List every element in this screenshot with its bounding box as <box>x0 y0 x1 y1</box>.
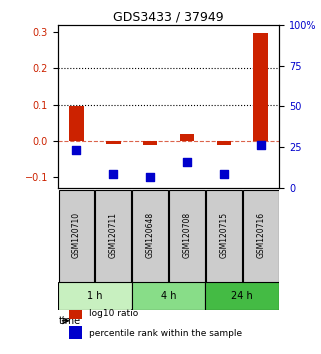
FancyBboxPatch shape <box>169 190 205 281</box>
Text: 4 h: 4 h <box>161 291 176 301</box>
Text: GSM120716: GSM120716 <box>256 212 265 258</box>
Point <box>184 159 189 165</box>
Bar <box>143 141 157 145</box>
Text: log10 ratio: log10 ratio <box>89 309 138 318</box>
FancyBboxPatch shape <box>132 282 205 309</box>
Text: GSM120648: GSM120648 <box>145 212 155 258</box>
Bar <box>253 33 268 141</box>
FancyBboxPatch shape <box>95 190 131 281</box>
Text: time: time <box>58 316 81 326</box>
Point <box>258 142 263 148</box>
Text: GSM120715: GSM120715 <box>219 212 229 258</box>
Bar <box>216 141 231 145</box>
FancyBboxPatch shape <box>243 190 279 281</box>
Text: GSM120710: GSM120710 <box>72 212 81 258</box>
Title: GDS3433 / 37949: GDS3433 / 37949 <box>113 11 224 24</box>
FancyBboxPatch shape <box>206 190 242 281</box>
Point <box>110 171 116 177</box>
FancyBboxPatch shape <box>132 190 168 281</box>
Bar <box>69 326 82 339</box>
Text: GSM120708: GSM120708 <box>182 212 192 258</box>
Point <box>147 174 153 180</box>
Bar <box>179 134 194 141</box>
Text: GSM120711: GSM120711 <box>108 212 118 258</box>
Text: 1 h: 1 h <box>87 291 102 301</box>
Bar <box>106 141 121 144</box>
Bar <box>69 306 82 319</box>
Text: 24 h: 24 h <box>231 291 253 301</box>
Point <box>221 171 226 177</box>
Point <box>74 147 79 153</box>
Bar <box>69 106 83 141</box>
FancyBboxPatch shape <box>205 282 279 309</box>
FancyBboxPatch shape <box>58 282 132 309</box>
Text: percentile rank within the sample: percentile rank within the sample <box>89 329 242 338</box>
FancyBboxPatch shape <box>58 190 94 281</box>
